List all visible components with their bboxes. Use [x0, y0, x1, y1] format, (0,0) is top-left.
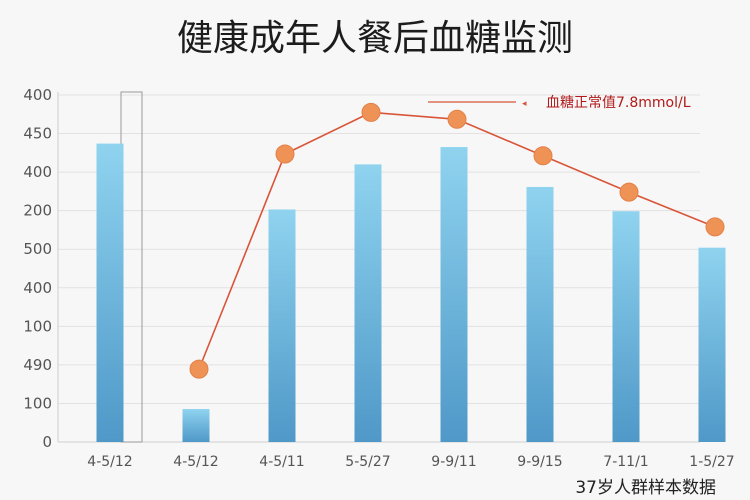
- line-series: [189, 102, 725, 379]
- y-axis-ticks: 0 100 490 100 400 500 200 400 450 400: [23, 86, 52, 451]
- normal-value-annotation: 血糖正常值7.8mmol/L: [546, 95, 691, 111]
- x-tick-label: 4-5/11: [259, 454, 304, 470]
- y-tick-label: 500: [23, 240, 52, 258]
- bar: [182, 409, 210, 442]
- x-tick-label: 5-5/27: [345, 454, 390, 470]
- y-tick-label: 100: [23, 317, 52, 335]
- annotation-marker: ◂: [522, 99, 527, 109]
- y-tick-label: 450: [23, 125, 52, 143]
- x-tick-label: 9-9/11: [431, 454, 476, 470]
- bar: [698, 247, 726, 442]
- highlight-column: [120, 91, 143, 443]
- bar-series: [96, 143, 726, 443]
- bar: [440, 147, 468, 443]
- y-tick-label: 200: [23, 202, 52, 220]
- line-point: [361, 102, 381, 122]
- x-tick-label: 9-9/15: [517, 454, 562, 470]
- line-point: [533, 146, 553, 166]
- y-tick-label: 400: [23, 163, 52, 181]
- x-tick-label: 7-11/1: [603, 454, 648, 470]
- line-point: [447, 109, 467, 129]
- y-tick-label: 490: [23, 356, 52, 374]
- line-point: [705, 217, 725, 237]
- line-point: [275, 144, 295, 164]
- bar: [612, 211, 640, 442]
- x-axis-ticks: 4-5/12 4-5/12 4-5/11 5-5/27 9-9/11 9-9/15 7-11…: [87, 454, 734, 470]
- x-tick-label: 4-5/12: [173, 454, 218, 470]
- bar: [268, 209, 296, 442]
- y-tick-label: 0: [42, 433, 52, 451]
- y-tick-label: 100: [23, 394, 52, 412]
- y-tick-label: 400: [23, 86, 52, 104]
- y-tick-label: 400: [23, 279, 52, 297]
- sample-note: 37岁人群样本数据: [575, 478, 716, 498]
- x-tick-label: 4-5/12: [87, 454, 132, 470]
- chart-title: 健康成年人餐后血糖监测: [177, 18, 573, 59]
- x-tick-label: 1-5/27: [689, 454, 734, 470]
- line-point: [189, 359, 209, 379]
- line-point: [619, 182, 639, 202]
- bar: [96, 143, 124, 442]
- bar: [526, 186, 554, 442]
- bar: [354, 164, 382, 442]
